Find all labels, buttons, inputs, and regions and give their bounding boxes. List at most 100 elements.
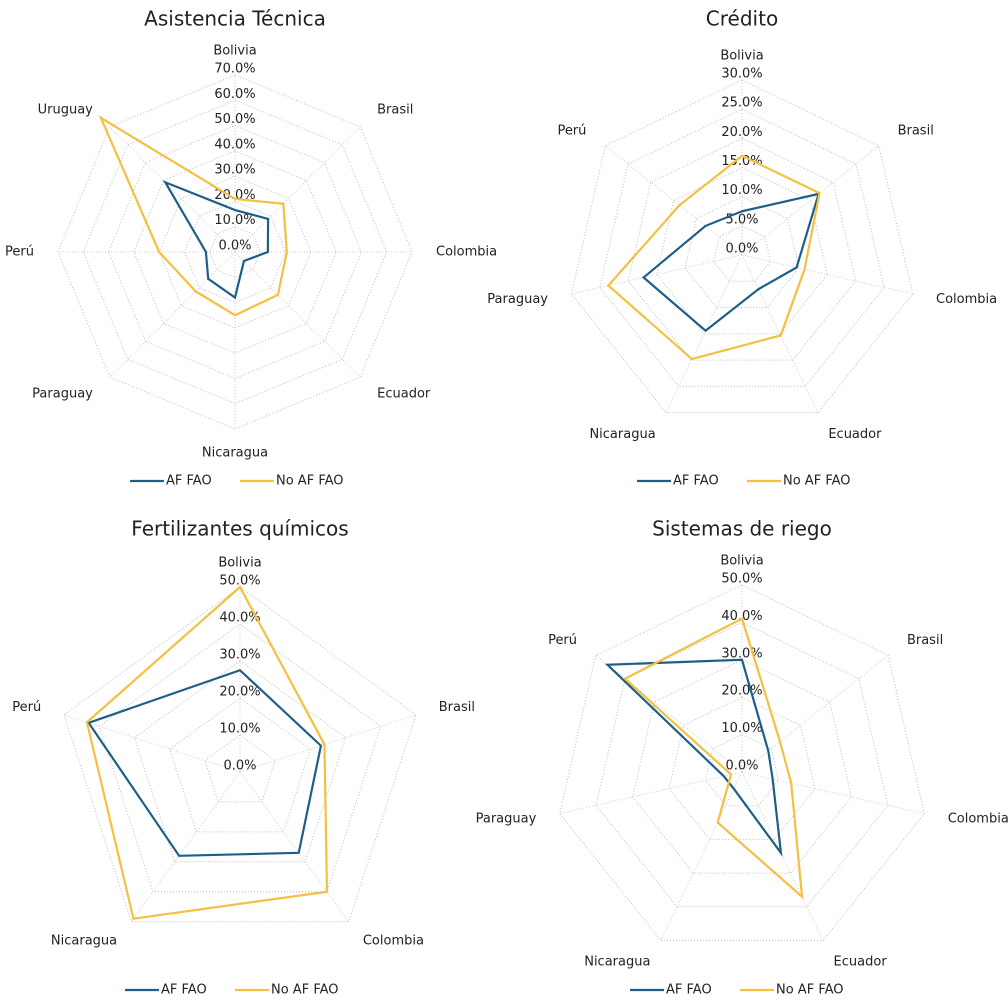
spoke (660, 771, 743, 941)
category-label: Bolivia (720, 554, 763, 569)
category-label: Paraguay (32, 387, 93, 402)
spoke (604, 145, 743, 256)
grid-ring (183, 200, 287, 304)
category-label: Colombia (363, 934, 424, 949)
legend-label: AF FAO (673, 474, 719, 489)
grid-ring (627, 137, 857, 361)
category-label: Bolivia (720, 49, 763, 64)
y-tick-label: 30.0% (721, 67, 762, 82)
category-label: Paraguay (476, 811, 537, 826)
legend-label: AF FAO (161, 983, 207, 998)
spoke (571, 254, 743, 295)
category-label: Nicaragua (51, 934, 117, 949)
y-tick-label: 20.0% (219, 685, 260, 700)
category-label: Paraguay (487, 292, 548, 307)
category-label: Perú (548, 633, 577, 648)
grid-ring (158, 175, 312, 329)
y-tick-label: 10.0% (214, 213, 255, 228)
category-label: Bolivia (218, 556, 261, 571)
y-tick-label: 10.0% (219, 722, 260, 737)
category-label: Ecuador (828, 427, 882, 442)
chart-title: Asistencia Técnica (144, 7, 326, 31)
grid-ring (57, 74, 413, 430)
legend-label: AF FAO (166, 474, 212, 489)
category-label: Nicaragua (584, 955, 650, 970)
spoke (130, 771, 241, 922)
grid-ring (599, 108, 885, 387)
category-label: Brasil (377, 102, 413, 117)
category-label: Brasil (907, 633, 943, 648)
series-line (606, 154, 821, 361)
series-line (641, 192, 821, 333)
legend-label: No AF FAO (276, 474, 344, 489)
y-tick-label: 50.0% (214, 112, 255, 127)
category-label: Colombia (936, 292, 997, 307)
spoke (559, 771, 743, 815)
y-tick-label: 0.0% (218, 239, 251, 254)
category-label: Colombia (948, 811, 1008, 826)
grid-ring (133, 150, 337, 354)
y-tick-label: 50.0% (219, 574, 260, 589)
spoke (741, 655, 889, 773)
spoke (595, 655, 743, 773)
legend-label: No AF FAO (776, 983, 844, 998)
category-label: Ecuador (377, 387, 431, 402)
y-tick-label: 30.0% (219, 648, 260, 663)
y-tick-label: 40.0% (219, 611, 260, 626)
grid-ring (713, 225, 771, 282)
y-tick-label: 30.0% (214, 163, 255, 178)
spoke (234, 126, 361, 253)
series-line (623, 617, 804, 900)
category-label: Ecuador (834, 955, 888, 970)
chart-title: Sistemas de riego (652, 517, 832, 541)
legend-label: No AF FAO (271, 983, 339, 998)
spoke (63, 714, 241, 773)
spoke (234, 251, 361, 378)
y-tick-label: 25.0% (721, 96, 762, 111)
series-line (162, 180, 270, 300)
category-label: Perú (12, 700, 41, 715)
grid-ring (82, 99, 388, 405)
grid-ring (169, 697, 311, 833)
grid-ring (63, 586, 417, 923)
category-label: Brasil (439, 700, 475, 715)
series-line (604, 658, 783, 857)
category-label: Uruguay (38, 102, 94, 117)
series-line (98, 115, 288, 317)
legend-label: No AF FAO (783, 474, 851, 489)
y-tick-label: 20.0% (721, 684, 762, 699)
spoke (109, 126, 236, 253)
y-tick-label: 0.0% (223, 759, 256, 774)
chart-title: Fertilizantes químicos (131, 517, 348, 541)
category-label: Perú (5, 245, 34, 260)
category-label: Nicaragua (202, 446, 268, 461)
legend-label: AF FAO (666, 983, 712, 998)
spoke (741, 771, 925, 815)
y-tick-label: 0.0% (725, 242, 758, 257)
category-label: Brasil (898, 123, 934, 138)
spoke (741, 254, 819, 413)
y-tick-label: 40.0% (721, 609, 762, 624)
spoke (109, 251, 236, 378)
y-tick-label: 40.0% (214, 137, 255, 152)
category-label: Colombia (436, 245, 497, 260)
grid-ring (684, 196, 800, 309)
grid-ring (570, 79, 914, 414)
spoke (239, 771, 350, 922)
grid-ring (704, 734, 780, 807)
grid-ring (559, 584, 925, 941)
spoke (741, 771, 824, 941)
grid-ring (133, 660, 347, 863)
y-tick-label: 10.0% (721, 721, 762, 736)
y-tick-label: 10.0% (721, 183, 762, 198)
y-tick-label: 20.0% (721, 125, 762, 140)
category-label: Nicaragua (589, 427, 655, 442)
category-label: Perú (557, 123, 586, 138)
category-label: Bolivia (213, 44, 256, 59)
y-tick-label: 70.0% (214, 62, 255, 77)
chart-title: Crédito (706, 7, 778, 31)
series-line (85, 585, 329, 920)
grid-ring (209, 226, 261, 278)
grid-ring (632, 659, 852, 874)
